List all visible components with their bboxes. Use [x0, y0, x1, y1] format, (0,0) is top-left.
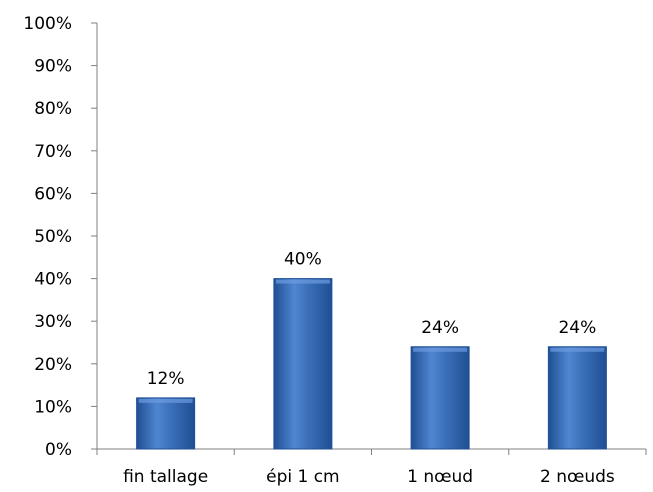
y-tick-label: 10% [34, 397, 72, 417]
data-labels: 12% 40% 24% 24% [147, 250, 597, 389]
bar-1 [136, 397, 196, 450]
bar-4 [547, 346, 607, 450]
y-tick-label: 30% [34, 312, 72, 332]
x-category-label: fin tallage [123, 467, 208, 487]
data-label: 24% [421, 318, 459, 338]
y-tick-label: 80% [34, 99, 72, 119]
y-tick-label: 0% [45, 440, 72, 460]
bar-2 [273, 278, 333, 450]
y-tick-label: 20% [34, 355, 72, 375]
bar-2-highlight [275, 279, 330, 284]
bar-3-highlight [413, 347, 468, 352]
y-tick-label: 100% [23, 14, 72, 34]
data-label: 12% [147, 369, 185, 389]
bar-4-highlight [550, 347, 605, 352]
y-tick-label: 60% [34, 184, 72, 204]
y-tick-label: 90% [34, 57, 72, 77]
bar-1-highlight [138, 398, 193, 403]
x-category-label: 1 nœud [407, 467, 473, 487]
data-label: 40% [284, 250, 322, 270]
data-label: 24% [558, 318, 596, 338]
y-axis: 0% 10% 20% 30% 40% 50% 60% 70% 80% 90% 100% [23, 14, 98, 460]
x-category-label: épi 1 cm [266, 467, 340, 487]
x-axis: fin tallage épi 1 cm 1 nœud 2 nœuds [96, 448, 647, 487]
y-tick-label: 50% [34, 227, 72, 247]
y-tick-label: 70% [34, 142, 72, 162]
y-tick-label: 40% [34, 270, 72, 290]
bar-3 [410, 346, 470, 450]
bars [136, 278, 607, 450]
x-category-label: 2 nœuds [540, 467, 615, 487]
